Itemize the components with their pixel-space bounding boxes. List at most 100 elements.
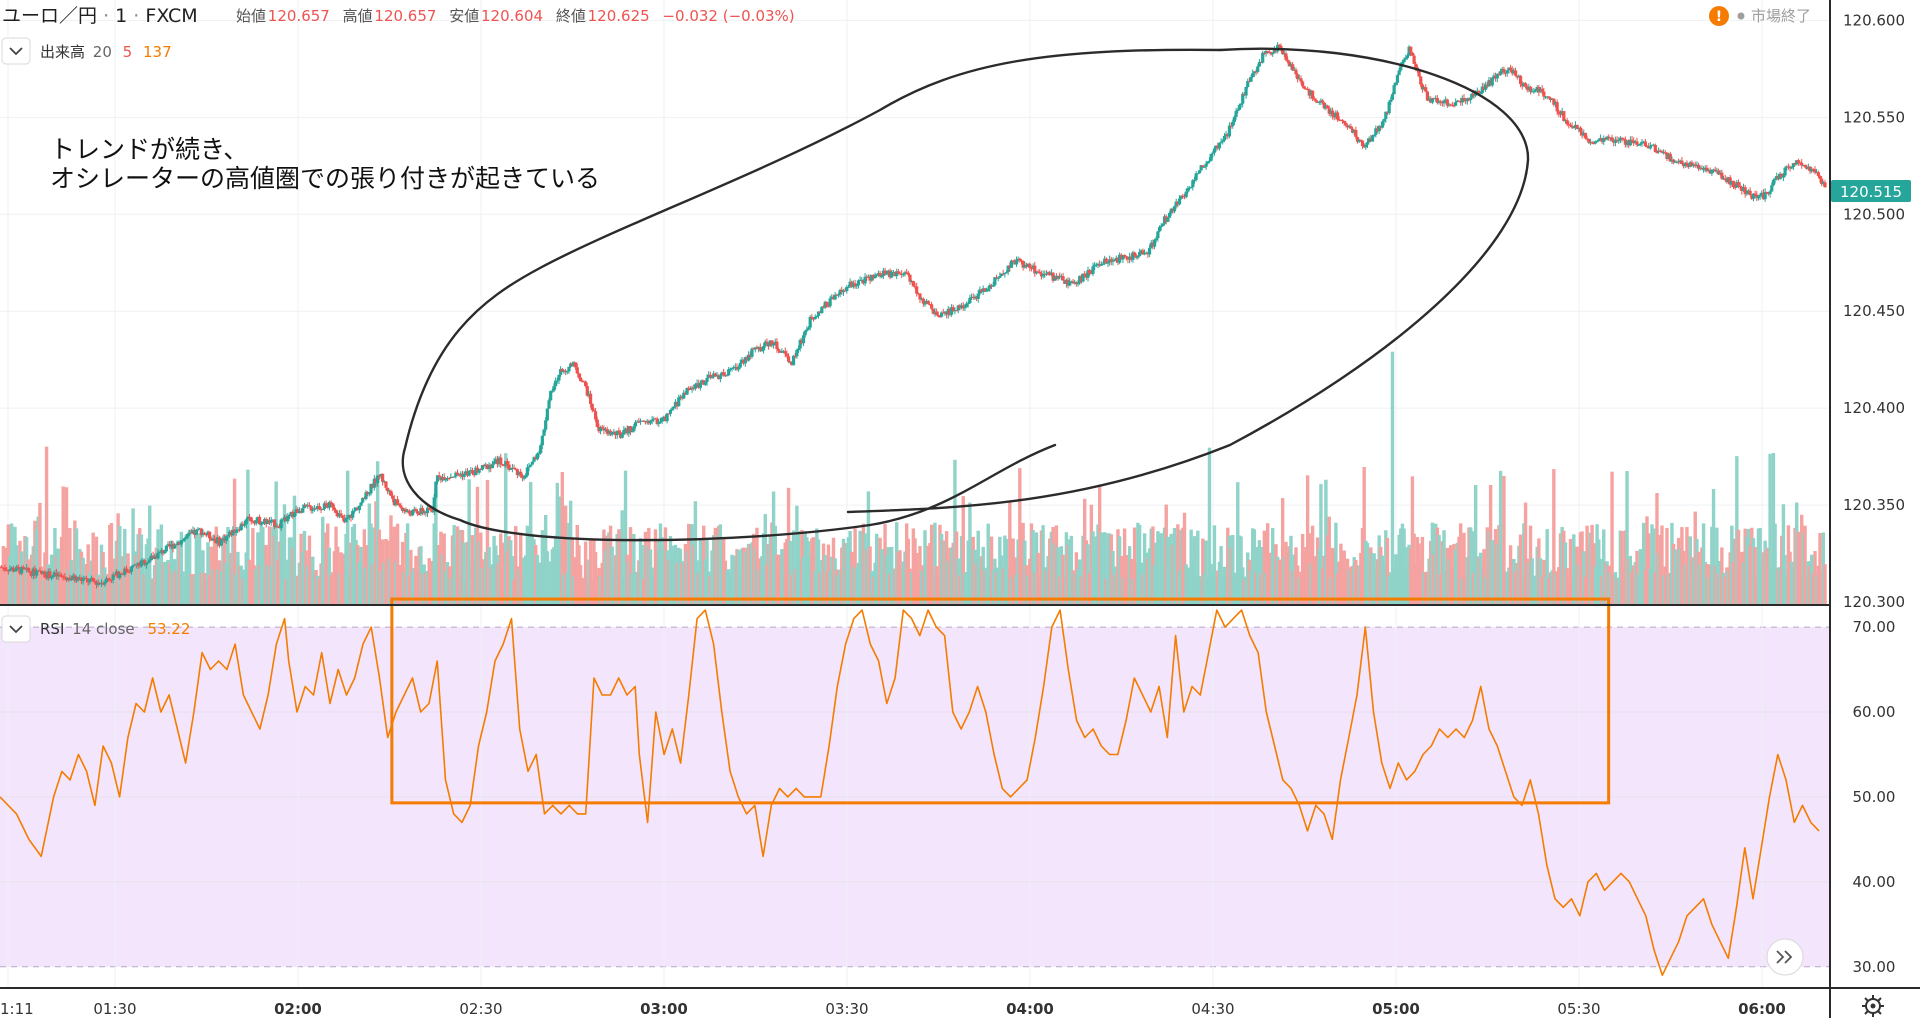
candle-body	[357, 505, 361, 511]
rsi-collapse-button[interactable]	[1, 615, 31, 643]
candle-body	[1429, 98, 1433, 103]
scroll-to-realtime-button[interactable]	[1766, 938, 1804, 976]
candle-body	[996, 277, 1000, 279]
candle-body	[871, 274, 876, 279]
candle-body	[352, 510, 356, 512]
candle-body	[653, 418, 658, 420]
candle-body	[307, 505, 312, 507]
volume-bar	[267, 526, 272, 605]
candle-body	[1778, 173, 1782, 180]
rsi-params: 14 close	[72, 620, 135, 638]
candle-body	[733, 366, 737, 368]
candle-body	[670, 408, 674, 410]
candle-body	[1410, 52, 1415, 56]
candle-body	[286, 515, 290, 522]
candle-body	[1354, 129, 1358, 137]
candle-body	[111, 574, 115, 580]
candle-body	[1568, 124, 1573, 126]
candle-body	[452, 476, 456, 478]
candle-body	[1019, 260, 1024, 262]
candle-body	[427, 507, 431, 510]
volume-collapse-button[interactable]	[1, 37, 31, 65]
candle-body	[208, 531, 212, 539]
candle-body	[1209, 153, 1213, 161]
candle-body	[302, 504, 307, 509]
candle-body	[1196, 173, 1200, 175]
candle-body	[13, 570, 17, 572]
candle-body	[672, 406, 676, 409]
candle-body	[179, 540, 183, 545]
candle-body	[1512, 70, 1516, 74]
candle-body	[20, 567, 24, 574]
candle-body	[1494, 75, 1498, 79]
candle-body	[141, 560, 145, 562]
candle-body	[51, 575, 55, 577]
candle-body	[1, 567, 5, 569]
candle-body	[1733, 187, 1737, 189]
candle-body	[1374, 128, 1378, 135]
candle-body	[1194, 173, 1198, 180]
candle-body	[678, 396, 683, 398]
high-label: 高値	[343, 7, 373, 25]
volume-bar	[1781, 504, 1786, 605]
candle-body	[1201, 165, 1205, 168]
rsi-legend: RSI 14 close 53.22	[40, 620, 190, 638]
candle-body	[1088, 270, 1092, 274]
candle-body	[911, 281, 915, 287]
candle-body	[1437, 101, 1441, 103]
candle-body	[598, 427, 603, 432]
candle-body	[439, 476, 443, 481]
candle-body	[367, 493, 371, 495]
candle-body	[153, 555, 157, 559]
candle-body	[331, 503, 335, 508]
candle-body	[662, 416, 666, 418]
candle-body	[940, 312, 944, 317]
candle-body	[1402, 59, 1406, 63]
candle-body	[728, 368, 732, 370]
ohlc-legend: 始値 120.657 高値 120.657 安値 120.604 終値 120.…	[236, 7, 795, 25]
candle-body	[810, 316, 814, 319]
volume-bar	[485, 479, 490, 605]
volume-bar	[705, 537, 709, 605]
candle-body	[1204, 163, 1208, 167]
candle-body	[156, 552, 160, 559]
volume-bar	[620, 510, 624, 605]
candle-body	[1339, 120, 1343, 122]
candle-body	[587, 393, 591, 396]
candle-body	[1399, 64, 1403, 71]
candle-body	[237, 529, 242, 531]
exclamation-icon[interactable]	[1709, 6, 1729, 26]
candle-body	[1118, 254, 1122, 263]
volume-bar	[1008, 500, 1012, 605]
source: FXCM	[145, 5, 197, 27]
candle-body	[785, 353, 789, 357]
candle-body	[1696, 164, 1701, 169]
candle-body	[1026, 263, 1030, 267]
candle-body	[146, 562, 150, 564]
time-tick-label: 02:30	[459, 1000, 502, 1018]
candle-body	[444, 479, 448, 481]
candle-body	[410, 510, 415, 516]
candle-body	[1355, 136, 1360, 142]
candle-body	[1751, 193, 1756, 199]
candle-body	[344, 518, 348, 523]
settings-gear-icon[interactable]	[1862, 995, 1884, 1017]
candle-body	[143, 560, 147, 565]
candle-body	[472, 473, 476, 476]
candle-body	[1688, 162, 1692, 167]
candle-body	[727, 369, 731, 376]
candle-body	[362, 498, 366, 500]
candle-body	[846, 286, 851, 288]
candle-body	[244, 519, 248, 525]
candle-body	[836, 294, 841, 296]
candle-body	[821, 306, 826, 308]
candle-body	[1677, 161, 1681, 163]
candle-body	[630, 431, 634, 433]
candle-body	[194, 529, 198, 535]
candle-body	[688, 388, 693, 390]
candle-body	[1663, 152, 1667, 154]
volume-bar	[1252, 529, 1257, 605]
candle-body	[1083, 273, 1087, 275]
candle-body	[1164, 216, 1168, 222]
candle-body	[1237, 105, 1242, 110]
